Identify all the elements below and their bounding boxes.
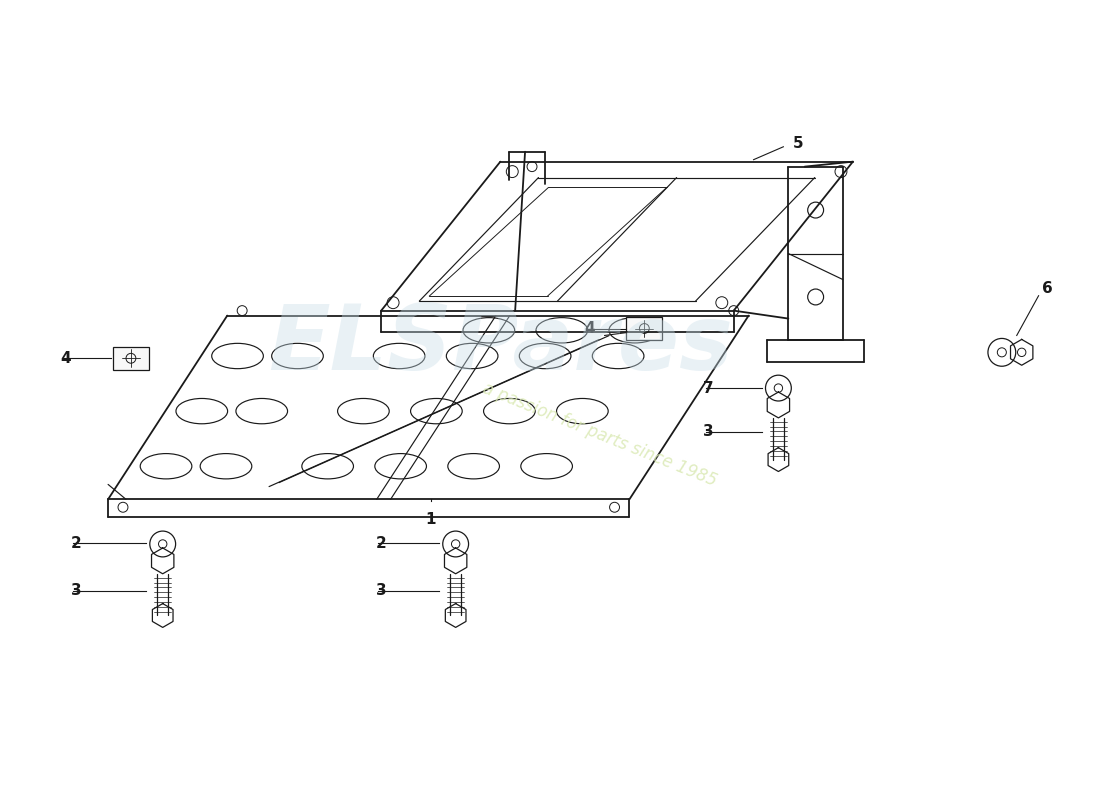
Text: 2: 2 xyxy=(70,535,81,550)
Circle shape xyxy=(766,375,791,401)
Text: ELSPares: ELSPares xyxy=(268,302,733,390)
Bar xyxy=(113,346,148,370)
Text: 2: 2 xyxy=(375,535,386,550)
Text: 3: 3 xyxy=(375,583,386,598)
Text: 4: 4 xyxy=(60,350,72,366)
Text: 6: 6 xyxy=(1042,282,1053,296)
Circle shape xyxy=(988,338,1015,366)
Text: 4: 4 xyxy=(584,321,595,336)
Text: 1: 1 xyxy=(426,512,436,526)
Text: a passion for parts since 1985: a passion for parts since 1985 xyxy=(480,379,719,490)
Text: 5: 5 xyxy=(793,136,804,151)
Text: 7: 7 xyxy=(703,381,714,395)
Bar xyxy=(627,317,662,340)
Text: 3: 3 xyxy=(703,424,714,439)
Text: 3: 3 xyxy=(70,583,81,598)
Circle shape xyxy=(442,531,469,557)
Circle shape xyxy=(150,531,176,557)
